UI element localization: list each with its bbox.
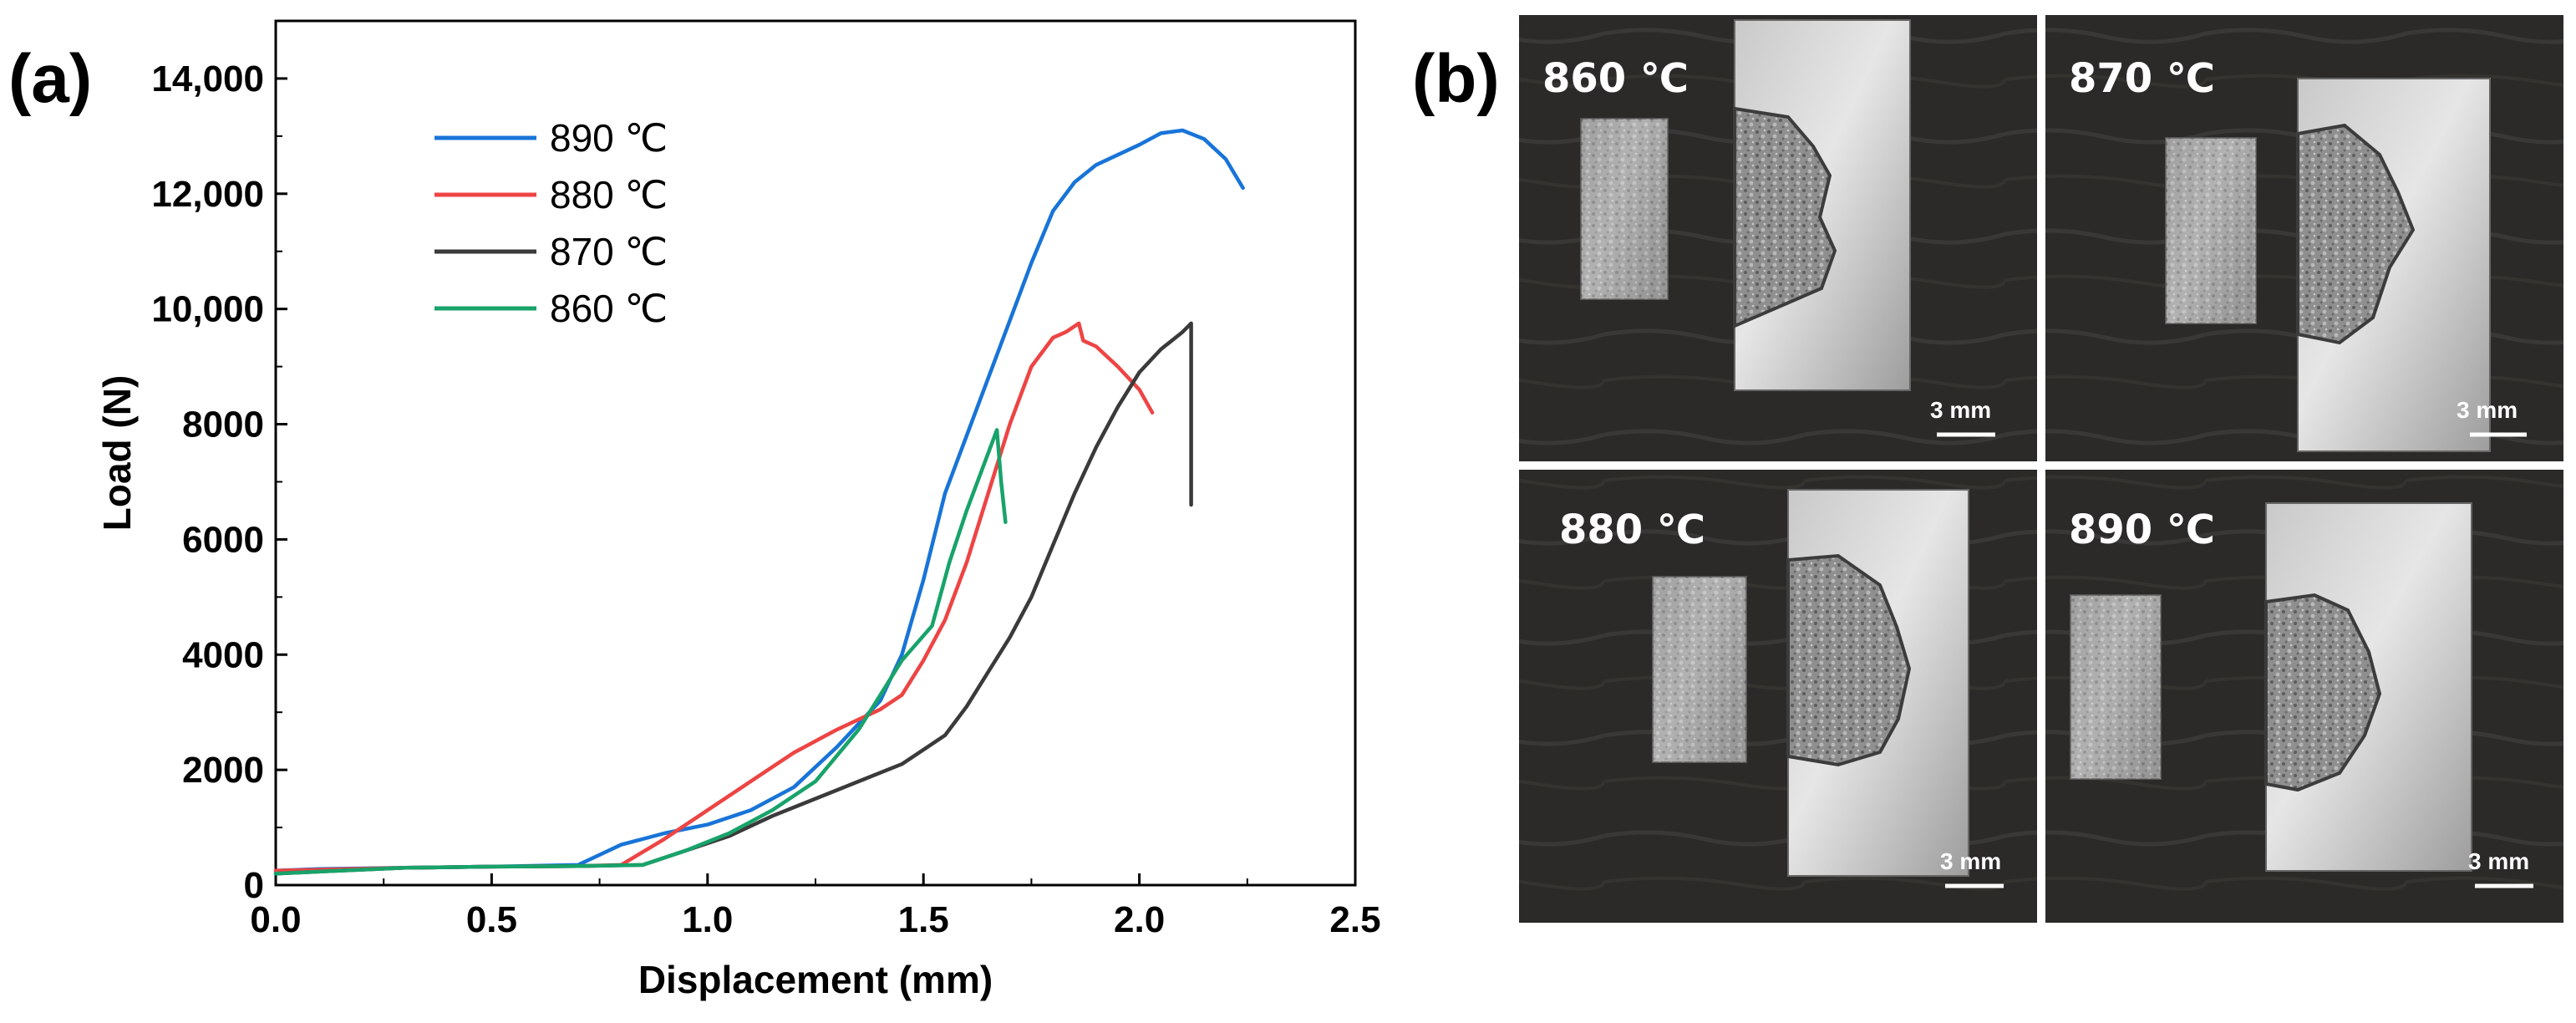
fracture-zone-860 bbox=[1733, 106, 1837, 329]
fracture-photos: 860 ℃ 3 mm 870 ℃ 3 mm 880 ℃ 3 mm bbox=[1519, 15, 2563, 923]
photo-890: 890 ℃ 3 mm bbox=[2045, 470, 2563, 923]
y-tick-label: 4000 bbox=[182, 634, 264, 675]
y-tick-label: 10,000 bbox=[151, 289, 264, 330]
x-tick-label: 0.0 bbox=[250, 899, 301, 940]
x-axis-title: Displacement (mm) bbox=[638, 958, 993, 1001]
load-displacement-chart: 0.0 0.5 1.0 1.5 2.0 2.5 0 2000 4000 6000 8000 10,00… bbox=[95, 19, 1381, 1001]
y-tick-label: 6000 bbox=[182, 519, 264, 560]
series-lines bbox=[273, 128, 1245, 876]
panel-b-label: (b) bbox=[1412, 41, 1500, 117]
x-tick-label: 1.5 bbox=[898, 899, 949, 940]
axis-ticks: 0.0 0.5 1.0 1.5 2.0 2.5 0 2000 4000 6000 8000 10,00… bbox=[151, 59, 1380, 940]
series-line-880 bbox=[273, 321, 1155, 873]
panel-a-label: (a) bbox=[8, 41, 92, 117]
y-axis-title: Load (N) bbox=[95, 375, 139, 532]
photo-870: 870 ℃ 3 mm bbox=[2045, 15, 2563, 461]
photo-880: 880 ℃ 3 mm bbox=[1519, 470, 2037, 923]
photo-title-890: 890 ℃ bbox=[2069, 506, 2215, 553]
y-tick-label: 2000 bbox=[182, 750, 264, 791]
photo-title-880: 880 ℃ bbox=[1559, 506, 1705, 553]
y-tick-label: 0 bbox=[244, 865, 264, 906]
y-tick-label: 14,000 bbox=[151, 59, 264, 99]
fracture-zone-890 bbox=[2264, 593, 2382, 792]
legend-label-890: 890 ℃ bbox=[550, 116, 668, 160]
fracture-zone-870 bbox=[2296, 123, 2416, 345]
legend: 890 ℃ 880 ℃ 870 ℃ 860 ℃ bbox=[434, 116, 668, 330]
scale-label-880: 3 mm bbox=[1940, 848, 2001, 874]
scale-label-860: 3 mm bbox=[1930, 397, 1991, 423]
series-line-890 bbox=[273, 128, 1245, 873]
photo-title-870: 870 ℃ bbox=[2069, 55, 2215, 102]
scale-label-870: 3 mm bbox=[2457, 397, 2518, 423]
x-tick-label: 2.5 bbox=[1329, 899, 1380, 940]
fracture-zone-880 bbox=[1786, 553, 1912, 767]
legend-label-870: 870 ℃ bbox=[550, 230, 668, 273]
legend-label-880: 880 ℃ bbox=[550, 173, 668, 216]
series-line-860 bbox=[273, 428, 1008, 876]
x-tick-label: 2.0 bbox=[1114, 899, 1165, 940]
photo-860: 860 ℃ 3 mm bbox=[1519, 15, 2037, 461]
photo-title-860: 860 ℃ bbox=[1542, 55, 1689, 102]
plot-frame bbox=[274, 19, 1357, 887]
legend-label-860: 860 ℃ bbox=[550, 287, 668, 330]
y-tick-label: 8000 bbox=[182, 405, 264, 445]
scale-label-890: 3 mm bbox=[2468, 848, 2529, 874]
x-tick-label: 1.0 bbox=[682, 899, 733, 940]
y-tick-label: 12,000 bbox=[151, 174, 264, 215]
x-tick-label: 0.5 bbox=[466, 899, 517, 940]
